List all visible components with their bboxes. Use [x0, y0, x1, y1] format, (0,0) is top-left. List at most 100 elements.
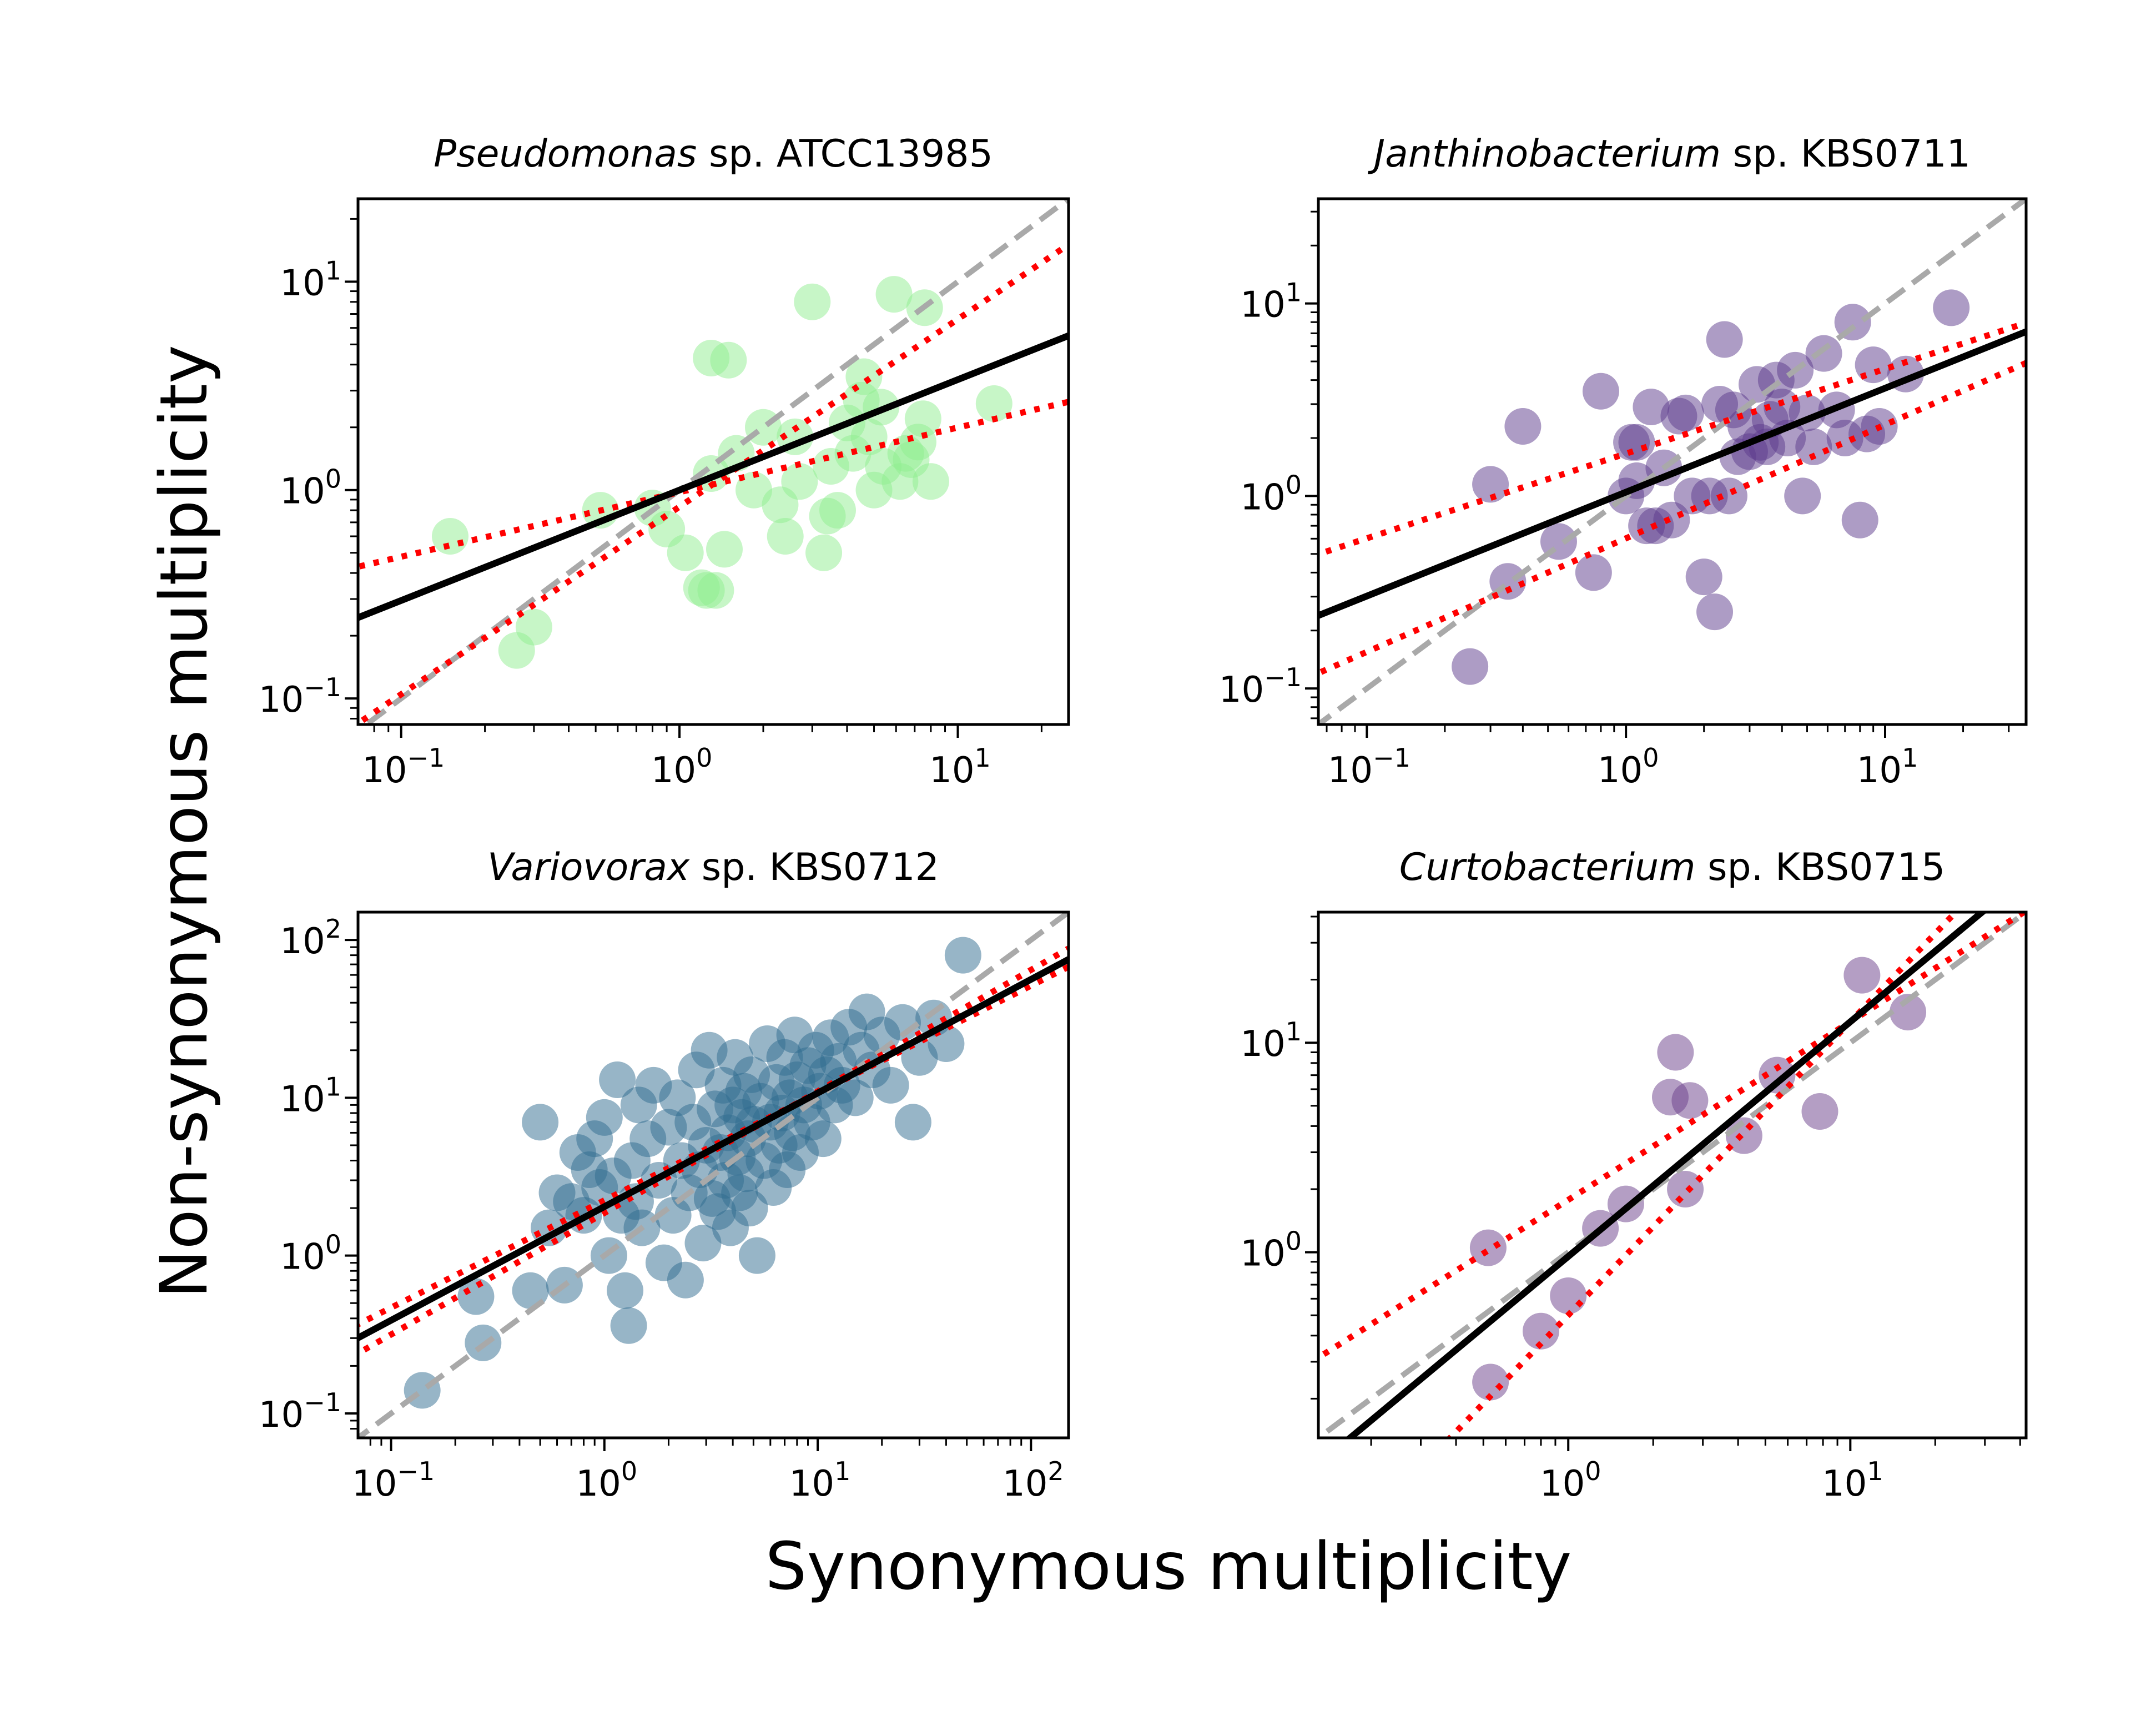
- data-point: [781, 463, 818, 500]
- x-axis-title: Synonymous multiplicity: [765, 1528, 1571, 1604]
- data-point: [804, 1120, 842, 1158]
- panel-title: Janthinobacterium sp. KBS0711: [1367, 132, 1971, 176]
- y-tick-label: 101: [280, 1071, 341, 1120]
- y-tick-label: 10−1: [1219, 662, 1302, 711]
- data-point: [515, 608, 552, 646]
- data-point: [1855, 346, 1892, 384]
- x-tick-label: 10−1: [362, 743, 445, 791]
- data-point: [1582, 373, 1619, 410]
- data-point: [1618, 424, 1655, 461]
- data-point: [1472, 466, 1509, 503]
- ci-line: [1318, 912, 2026, 1361]
- data-point: [457, 1278, 495, 1315]
- plot-area: [358, 912, 1069, 1438]
- data-point: [1667, 394, 1704, 431]
- one-to-one-line: [358, 912, 1069, 1438]
- data-point: [1472, 1363, 1509, 1401]
- one-to-one-line: [361, 199, 1069, 724]
- data-point: [610, 1307, 647, 1344]
- data-point: [912, 463, 949, 500]
- panel-3: 10−1 100 101 102 10−1 100 101 102 Variovorax sp.…: [259, 846, 1070, 1504]
- data-point: [875, 276, 913, 313]
- x-tick-label: 101: [1822, 1456, 1883, 1504]
- regression-line: [358, 955, 1069, 1342]
- data-point: [731, 1190, 768, 1227]
- x-tick-label: 101: [1857, 743, 1918, 791]
- data-point: [667, 534, 704, 571]
- data-point: [872, 1066, 909, 1104]
- x-tick-label: 100: [1540, 1456, 1601, 1504]
- x-tick-label: 100: [1598, 743, 1659, 791]
- data-point: [850, 418, 888, 455]
- y-axis-title: Non-synonymous multiplicity: [145, 345, 222, 1298]
- data-point: [431, 518, 469, 555]
- ci-line: [358, 240, 1069, 724]
- data-point: [805, 534, 843, 571]
- data-point: [1890, 994, 1927, 1031]
- one-to-one-line: [1318, 912, 2026, 1438]
- data-point: [1575, 554, 1612, 591]
- data-point: [1706, 321, 1743, 358]
- data-point: [1522, 1312, 1559, 1350]
- axes-frame: [356, 197, 1070, 726]
- panel-title: Pseudomonas sp. ATCC13985: [434, 132, 993, 176]
- data-point: [599, 1061, 636, 1098]
- data-point: [697, 572, 734, 609]
- data-point: [975, 385, 1012, 422]
- panel-2: 10−1 100 101 10−1 100 101 Janthinobacterium sp…: [1219, 132, 2028, 791]
- data-point: [522, 1104, 559, 1141]
- y-tick-label: 101: [280, 255, 341, 304]
- data-point: [586, 1099, 623, 1136]
- data-point: [1671, 1082, 1709, 1119]
- panels: 10−1 100 101 10−1 100 101 Pseudomonas sp. ATCC…: [259, 132, 2028, 1504]
- y-tick-label: 10−1: [259, 1387, 341, 1436]
- data-point: [837, 1079, 874, 1116]
- ci-line: [358, 945, 1069, 1357]
- y-tick-label: 100: [280, 464, 341, 512]
- data-point: [1469, 1229, 1507, 1266]
- plot-area: [358, 199, 1069, 724]
- axes-frame: [1317, 910, 2028, 1440]
- x-tick-label: 100: [651, 743, 713, 791]
- data-point: [1795, 428, 1832, 465]
- data-point: [894, 1104, 931, 1141]
- data-point: [1805, 335, 1842, 372]
- data-point: [944, 937, 981, 974]
- data-point: [1685, 558, 1722, 596]
- data-point: [1504, 407, 1542, 445]
- data-point: [1933, 289, 1970, 326]
- data-point: [667, 1261, 704, 1299]
- data-point: [1452, 648, 1489, 685]
- data-point: [1667, 1170, 1704, 1207]
- regression-line: [1318, 328, 2026, 620]
- data-point: [794, 283, 831, 320]
- x-tick-label: 101: [929, 743, 991, 791]
- axes-frame: [1317, 197, 2028, 726]
- x-tick-label: 101: [789, 1456, 851, 1504]
- data-point: [1841, 501, 1878, 539]
- data-point: [1633, 389, 1670, 426]
- panel-title: Curtobacterium sp. KBS0715: [1399, 846, 1945, 889]
- data-point: [1550, 1277, 1587, 1314]
- y-tick-label: 100: [1240, 1226, 1302, 1275]
- x-tick-label: 10−1: [352, 1456, 435, 1504]
- panel-1: 10−1 100 101 10−1 100 101 Pseudomonas sp. ATCC…: [259, 132, 1070, 791]
- data-point: [710, 341, 747, 379]
- plot-area: [1318, 912, 2026, 1438]
- data-point: [706, 531, 743, 568]
- panel-title: Variovorax sp. KBS0712: [487, 846, 939, 889]
- data-point: [767, 518, 804, 555]
- data-point: [1653, 501, 1690, 539]
- y-tick-label: 101: [1240, 1017, 1302, 1065]
- data-point: [1801, 1093, 1838, 1130]
- y-tick-label: 101: [1240, 278, 1302, 326]
- axes-frame: [356, 910, 1070, 1440]
- data-point: [904, 400, 941, 437]
- data-point: [738, 1237, 775, 1274]
- y-tick-label: 10−1: [259, 672, 341, 721]
- y-tick-label: 100: [280, 1230, 341, 1278]
- data-point: [1710, 477, 1747, 515]
- y-tick-label: 102: [280, 914, 341, 962]
- one-to-one-line: [1318, 199, 2026, 724]
